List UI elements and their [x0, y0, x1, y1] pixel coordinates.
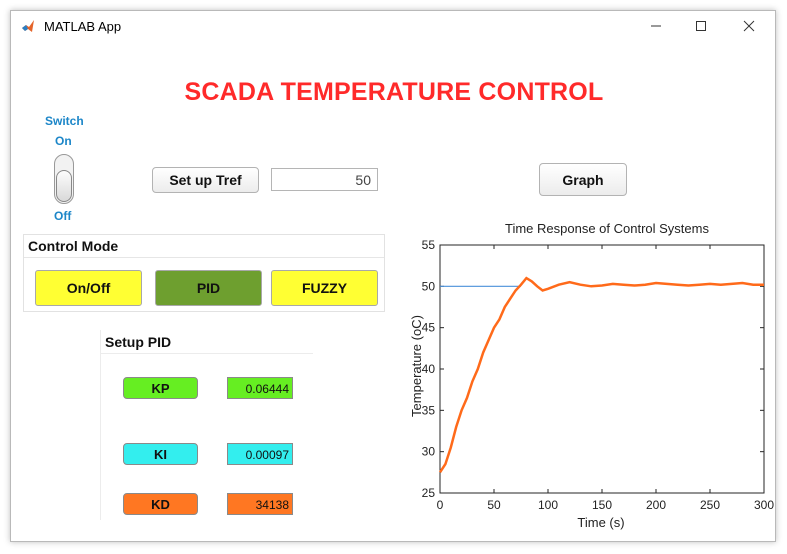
- control-mode-panel: Control Mode On/Off PID FUZZY: [23, 234, 385, 312]
- minimize-button[interactable]: [634, 11, 678, 41]
- x-tick-label: 200: [646, 498, 666, 512]
- window-title: MATLAB App: [44, 19, 122, 34]
- pid-mode-button[interactable]: PID: [155, 270, 262, 306]
- minimize-icon: [651, 25, 661, 27]
- maximize-button[interactable]: [679, 11, 723, 41]
- matlab-logo-icon: [21, 19, 35, 33]
- switch-on-label: On: [55, 134, 72, 148]
- tref-input[interactable]: 50: [271, 168, 378, 191]
- chart-title: Time Response of Control Systems: [505, 221, 709, 236]
- y-tick-label: 35: [422, 403, 436, 417]
- fuzzy-mode-button[interactable]: FUZZY: [271, 270, 378, 306]
- power-switch[interactable]: [54, 154, 74, 204]
- x-tick-label: 250: [700, 498, 720, 512]
- close-button[interactable]: [727, 11, 771, 41]
- kd-button[interactable]: KD: [123, 493, 198, 515]
- app-window: MATLAB App SCADA TEMPERATURE CONTROL Swi…: [10, 10, 776, 542]
- kp-button[interactable]: KP: [123, 377, 198, 399]
- chart-ylabel: Temperature (oC): [409, 315, 424, 417]
- page-title: SCADA TEMPERATURE CONTROL: [184, 78, 604, 106]
- panel-divider: [101, 353, 313, 354]
- kd-value-field[interactable]: 34138: [227, 493, 293, 515]
- onoff-mode-button[interactable]: On/Off: [35, 270, 142, 306]
- switch-off-label: Off: [54, 209, 72, 223]
- switch-knob[interactable]: [56, 170, 72, 202]
- x-tick-label: 100: [538, 498, 558, 512]
- x-tick-label: 50: [487, 498, 501, 512]
- y-tick-label: 50: [422, 279, 436, 293]
- ki-value-field[interactable]: 0.00097: [227, 443, 293, 465]
- chart-marks: 0 50 100 150 200 250 300 25 30 35 40 45 50 55: [422, 238, 775, 512]
- y-tick-label: 55: [422, 238, 436, 252]
- plot-area: [439, 244, 765, 494]
- chart-xlabel: Time (s): [577, 515, 624, 530]
- maximize-icon: [696, 21, 706, 31]
- temperature-chart: Time Response of Control Systems Time (s…: [409, 221, 775, 530]
- switch-label: Switch: [45, 114, 84, 128]
- setup-tref-button[interactable]: Set up Tref: [152, 167, 259, 193]
- title-bar: MATLAB App: [11, 11, 775, 42]
- kp-value-field[interactable]: 0.06444: [227, 377, 293, 399]
- panel-divider: [24, 257, 384, 258]
- setup-pid-title: Setup PID: [105, 334, 172, 350]
- x-tick-label: 150: [592, 498, 612, 512]
- graph-button[interactable]: Graph: [539, 163, 627, 196]
- y-tick-label: 30: [422, 445, 436, 459]
- ki-button[interactable]: KI: [123, 443, 198, 465]
- setup-pid-panel: Setup PID KP 0.06444 KI 0.00097 KD 34138: [100, 330, 313, 520]
- x-tick-label: 0: [437, 498, 444, 512]
- y-tick-label: 45: [422, 321, 436, 335]
- close-icon: [743, 20, 755, 32]
- y-tick-label: 40: [422, 362, 436, 376]
- x-tick-label: 300: [754, 498, 774, 512]
- y-tick-label: 25: [422, 486, 436, 500]
- control-mode-title: Control Mode: [28, 238, 119, 254]
- response-line: [438, 276, 764, 473]
